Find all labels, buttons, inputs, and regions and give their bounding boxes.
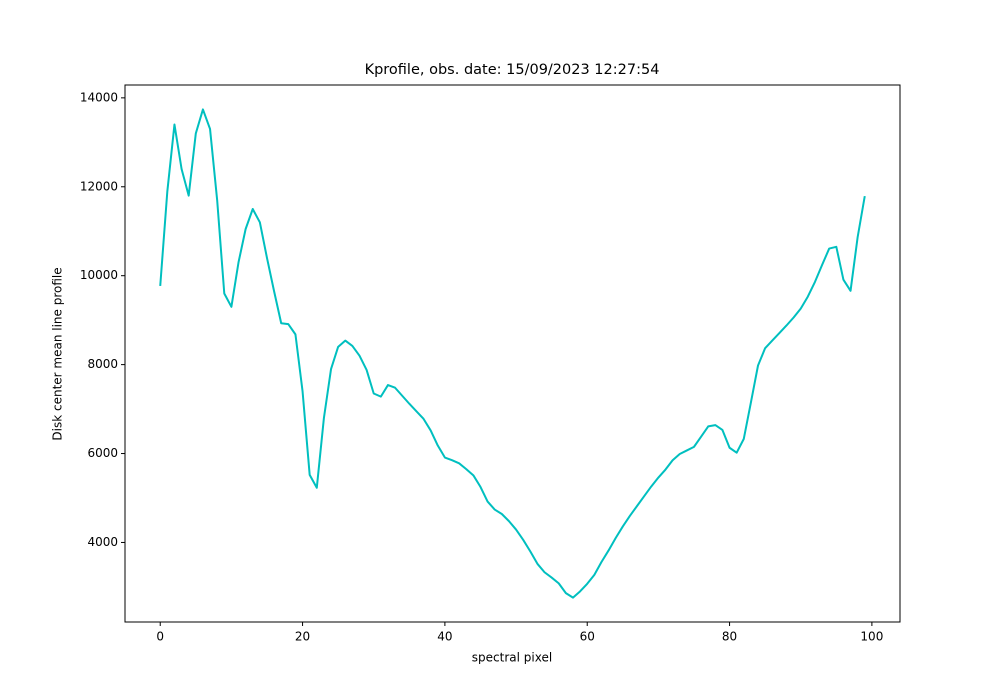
x-tick-label: 60 — [580, 630, 595, 644]
x-axis-label: spectral pixel — [472, 651, 552, 665]
x-tick-label: 0 — [156, 630, 164, 644]
x-tick-label: 40 — [437, 630, 452, 644]
y-axis-label: Disk center mean line profile — [51, 267, 65, 440]
plot-frame — [124, 84, 901, 623]
x-tick-label: 20 — [295, 630, 310, 644]
x-tick-label: 80 — [722, 630, 737, 644]
data-line — [159, 108, 866, 599]
y-tick-label: 12000 — [80, 179, 118, 193]
y-tick-label: 6000 — [87, 446, 118, 460]
chart-title: Kprofile, obs. date: 15/09/2023 12:27:54 — [365, 62, 660, 78]
y-tick-label: 10000 — [80, 268, 118, 282]
y-tick-label: 14000 — [80, 90, 118, 104]
y-tick-label: 8000 — [87, 357, 118, 371]
y-tick-label: 4000 — [87, 535, 118, 549]
x-tick-label: 100 — [860, 630, 883, 644]
